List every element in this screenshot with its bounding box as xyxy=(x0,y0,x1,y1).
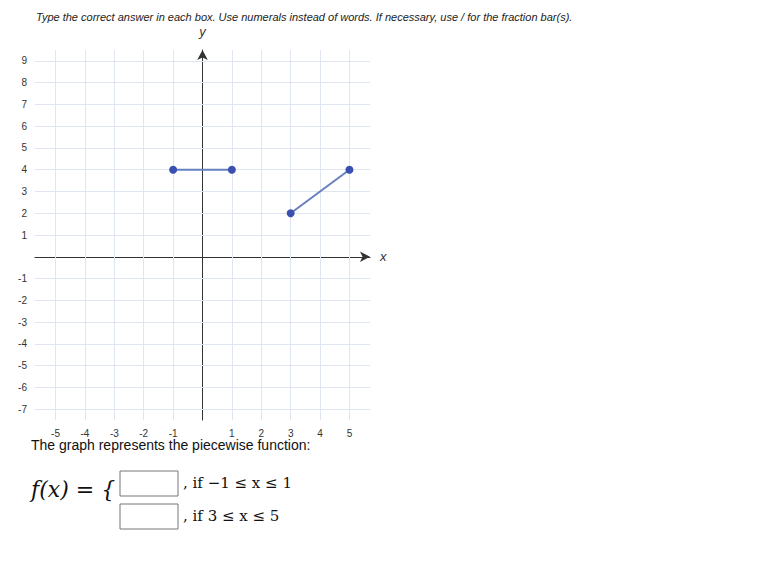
svg-text:y: y xyxy=(198,24,207,39)
svg-text:, if 3 ≤ x ≤ 5: , if 3 ≤ x ≤ 5 xyxy=(183,507,279,525)
svg-text:-6: -6 xyxy=(18,382,27,393)
svg-text:x: x xyxy=(379,249,387,264)
svg-text:-3: -3 xyxy=(110,428,119,439)
svg-text:-5: -5 xyxy=(51,428,60,439)
svg-text:5: 5 xyxy=(347,428,353,439)
svg-text:-3: -3 xyxy=(18,317,27,328)
svg-text:-1: -1 xyxy=(18,273,27,284)
svg-text:-5: -5 xyxy=(18,360,27,371)
svg-text:2: 2 xyxy=(258,428,264,439)
svg-text:-4: -4 xyxy=(18,338,27,349)
svg-text:7: 7 xyxy=(21,99,27,110)
svg-text:1: 1 xyxy=(21,230,27,241)
svg-text:2: 2 xyxy=(21,208,27,219)
svg-text:3: 3 xyxy=(21,186,27,197)
svg-text:4: 4 xyxy=(21,164,27,175)
svg-text:3: 3 xyxy=(288,428,294,439)
svg-text:Type the correct answer in eac: Type the correct answer in each box. Use… xyxy=(36,11,572,23)
svg-text:, if −1 ≤ x ≤ 1: , if −1 ≤ x ≤ 1 xyxy=(183,474,292,492)
svg-text:5: 5 xyxy=(21,142,27,153)
svg-text:-2: -2 xyxy=(139,428,148,439)
svg-text:-4: -4 xyxy=(81,428,90,439)
svg-text:-2: -2 xyxy=(18,295,27,306)
svg-text:f(x) = {: f(x) = { xyxy=(29,477,115,502)
svg-text:6: 6 xyxy=(21,121,27,132)
svg-text:1: 1 xyxy=(229,428,235,439)
svg-text:-1: -1 xyxy=(169,428,178,439)
svg-text:-7: -7 xyxy=(18,404,27,415)
svg-text:The graph represents the piece: The graph represents the piecewise funct… xyxy=(31,437,310,453)
svg-text:4: 4 xyxy=(317,428,323,439)
svg-text:9: 9 xyxy=(21,55,27,66)
svg-text:8: 8 xyxy=(21,77,27,88)
